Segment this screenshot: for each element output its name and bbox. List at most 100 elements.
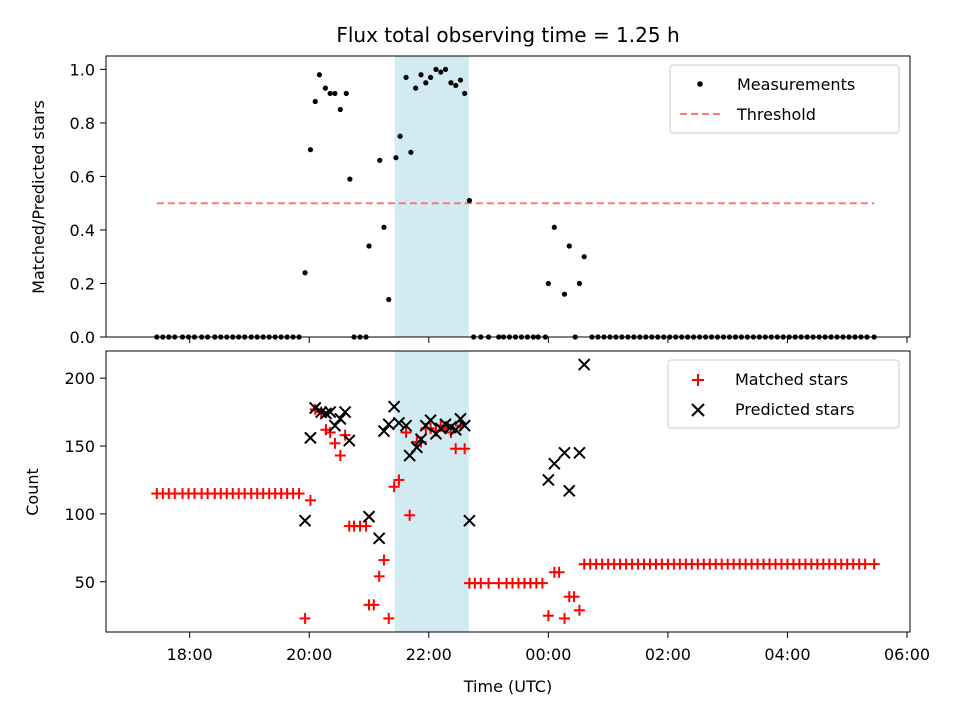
predicted-star-point <box>323 405 337 419</box>
predicted-legend-marker <box>691 403 705 417</box>
ratio-panel: 0.0 0.2 0.4 0.6 0.8 1.0 Flux total observing … <box>29 23 911 347</box>
predicted-star-point <box>387 400 401 413</box>
measurement-point <box>337 106 343 113</box>
predicted-star-point <box>343 434 356 447</box>
predicted-star-point <box>458 419 471 432</box>
ratio-y-tick-label: 0.0 <box>70 328 95 347</box>
predicted-star-point <box>298 514 312 527</box>
matched-star-point <box>536 577 548 589</box>
measurements-legend-label: Measurements <box>737 75 855 94</box>
measurement-point <box>462 90 468 97</box>
matched-star-point <box>542 610 554 622</box>
measurement-point <box>457 77 464 83</box>
predicted-star-point <box>573 446 586 460</box>
count-y-axis: 50 100 150 200 <box>64 369 106 592</box>
matched-star-point <box>373 570 385 582</box>
ratio-y-tick-label: 1.0 <box>70 60 95 79</box>
predicted-star-points <box>298 358 591 545</box>
ratio-y-tick-label: 0.6 <box>70 167 95 186</box>
measurement-point <box>466 197 473 204</box>
time-x-tick-label: 22:00 <box>406 645 452 664</box>
matched-star-point <box>368 599 380 611</box>
predicted-star-point <box>463 514 476 527</box>
ratio-legend-box <box>669 64 900 134</box>
count-y-tick-label: 150 <box>64 437 95 456</box>
measurement-point <box>413 85 419 91</box>
matched-star-point <box>868 558 880 570</box>
measurement-point <box>581 254 587 260</box>
matched-star-point <box>483 577 495 589</box>
matched-star-point <box>459 443 471 455</box>
matched-star-point <box>400 426 412 438</box>
matched-star-point <box>334 450 346 462</box>
matched-star-point <box>299 612 311 624</box>
matched-star-point <box>383 612 395 624</box>
measurement-point <box>316 72 323 78</box>
predicted-star-point <box>338 405 352 419</box>
time-x-tick-label: 02:00 <box>645 645 691 664</box>
measurement-point <box>347 176 353 182</box>
measurement-point <box>386 296 392 303</box>
predicted-star-point <box>362 510 376 523</box>
count-y-tick-label: 200 <box>64 369 95 388</box>
measurement-point <box>566 243 572 249</box>
measurement-point <box>366 243 372 249</box>
measurement-point <box>397 133 403 139</box>
time-axis-label: Time (UTC) <box>463 677 552 696</box>
matched-star-point <box>378 554 390 566</box>
matched-legend-marker <box>692 374 704 386</box>
observing-window-band <box>394 56 469 337</box>
ratio-y-tick-label: 0.2 <box>70 274 95 293</box>
measurement-point <box>448 80 454 86</box>
matched-star-point <box>293 488 305 500</box>
measurement-point <box>307 147 314 153</box>
predicted-star-point <box>382 418 395 431</box>
matched-star-point <box>558 612 570 624</box>
measurement-point <box>427 74 434 81</box>
ratio-y-tick-label: 0.4 <box>70 221 95 240</box>
ratio-plot-frame <box>105 55 911 338</box>
measurement-point <box>418 72 424 78</box>
count-legend: Matched stars Predicted stars <box>667 359 900 429</box>
measurement-point <box>423 80 429 86</box>
matched-star-point <box>568 591 580 603</box>
measurement-point <box>561 291 568 297</box>
count-y-axis-label: Count <box>23 468 42 516</box>
ratio-x-axis-ticks <box>189 337 908 343</box>
measurement-point <box>551 224 557 230</box>
measurement-point <box>377 157 383 163</box>
count-legend-box <box>667 359 900 429</box>
measurement-point <box>576 280 583 287</box>
measurement-point <box>343 90 349 97</box>
measurement-point <box>433 66 439 72</box>
time-x-tick-label: 04:00 <box>764 645 810 664</box>
predicted-star-point <box>392 416 406 430</box>
predicted-star-point <box>563 484 576 498</box>
measurement-point <box>453 82 459 89</box>
ratio-y-axis-label: Matched/Predicted stars <box>29 100 48 294</box>
measurement-point <box>545 280 551 287</box>
time-x-tick-label: 18:00 <box>167 645 213 664</box>
predicted-star-point <box>548 457 561 470</box>
measurement-point <box>327 90 333 97</box>
time-x-tick-label: 20:00 <box>286 645 332 664</box>
threshold-legend-label: Threshold <box>736 105 816 124</box>
predicted-star-point <box>558 446 571 460</box>
predicted-legend-label: Predicted stars <box>735 400 855 419</box>
predicted-star-point <box>319 407 333 420</box>
matched-star-point <box>329 437 341 449</box>
measurement-point <box>312 98 318 105</box>
predicted-star-point <box>424 414 437 427</box>
measurement-point <box>393 155 399 161</box>
matched-star-point <box>573 604 585 616</box>
predicted-star-point <box>578 358 591 371</box>
ratio-y-tick-label: 0.8 <box>70 114 95 133</box>
measurement-point <box>302 270 308 276</box>
predicted-star-point <box>410 441 424 454</box>
matched-star-point <box>324 426 336 438</box>
matched-star-point <box>404 509 416 521</box>
measurements-legend-marker <box>697 81 703 87</box>
predicted-star-point <box>372 532 386 545</box>
measurement-point <box>332 90 338 97</box>
